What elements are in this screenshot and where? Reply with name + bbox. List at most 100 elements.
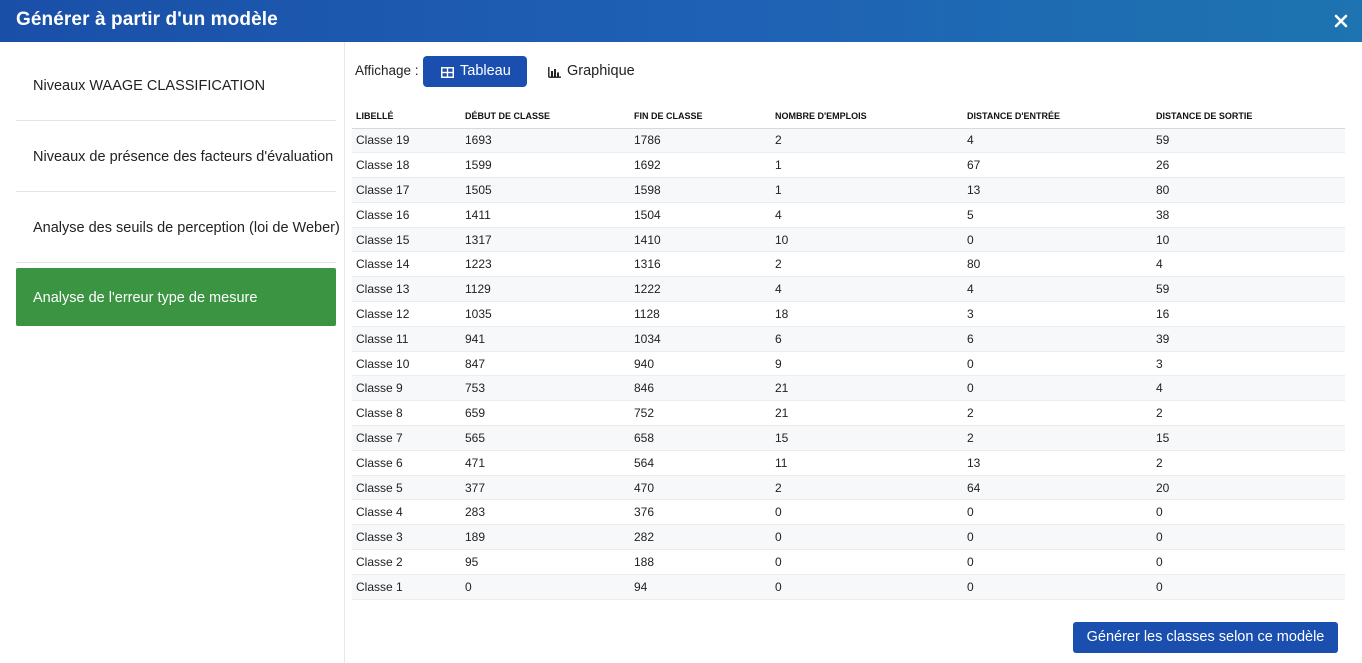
table-cell: 0 <box>963 351 1152 377</box>
table-cell: 0 <box>1152 574 1345 600</box>
table-row: Classe 19 1693 1786 2 4 59 <box>352 128 1345 154</box>
close-icon[interactable] <box>1330 10 1352 32</box>
table-cell: 471 <box>461 450 630 476</box>
table-cell: 39 <box>1152 326 1345 352</box>
table-row: Classe 5 377 470 2 64 20 <box>352 475 1345 501</box>
table-cell: 2 <box>771 251 963 278</box>
bar-chart-icon <box>548 66 561 78</box>
table-row: Classe 15 1317 1410 10 0 10 <box>352 227 1345 253</box>
table-cell: 2 <box>1152 400 1345 427</box>
table-cell: 0 <box>1152 549 1345 575</box>
table-cell: 2 <box>963 425 1152 451</box>
table-cell: 1223 <box>461 251 630 278</box>
table-cell: 2 <box>1152 450 1345 476</box>
table-icon <box>441 66 454 78</box>
table-cell: 1035 <box>461 301 630 327</box>
table-cell: 1129 <box>461 276 630 303</box>
table-cell: 15 <box>1152 425 1345 451</box>
table-cell: 1128 <box>630 301 771 327</box>
table-cell: 0 <box>963 375 1152 402</box>
tableau-label: Tableau <box>460 63 511 79</box>
table-cell: Classe 19 <box>352 128 461 154</box>
table-cell: 9 <box>771 351 963 377</box>
table-cell: 0 <box>963 227 1152 253</box>
table-cell: 13 <box>963 450 1152 476</box>
table-cell: Classe 3 <box>352 524 461 551</box>
table-cell: Classe 4 <box>352 499 461 526</box>
table-cell: 4 <box>771 276 963 303</box>
table-cell: 1 <box>771 152 963 179</box>
table-cell: 1316 <box>630 251 771 278</box>
header-debut-classe: Début de classe <box>461 104 630 129</box>
header-fin-classe: Fin de classe <box>630 104 771 129</box>
table-row: Classe 2 95 188 0 0 0 <box>352 549 1345 575</box>
sidebar-item-facteurs[interactable]: Niveaux de présence des facteurs d'évalu… <box>16 121 336 192</box>
table-cell: 1786 <box>630 128 771 154</box>
vertical-divider <box>344 42 345 663</box>
table-cell: Classe 9 <box>352 375 461 402</box>
table-row: Classe 8 659 752 21 2 2 <box>352 400 1345 427</box>
table-cell: 6 <box>771 326 963 352</box>
table-cell: 847 <box>461 351 630 377</box>
sidebar-item-label: Analyse de l'erreur type de mesure <box>33 290 258 306</box>
table-cell: 10 <box>771 227 963 253</box>
sidebar: Niveaux WAAGE CLASSIFICATION Niveaux de … <box>16 50 340 340</box>
table-cell: 189 <box>461 524 630 551</box>
table-cell: 94 <box>630 574 771 600</box>
table-cell: 67 <box>963 152 1152 179</box>
table-cell: Classe 5 <box>352 475 461 501</box>
table-cell: 1 <box>771 177 963 203</box>
tableau-button[interactable]: Tableau <box>423 56 527 87</box>
table-row: Classe 7 565 658 15 2 15 <box>352 425 1345 451</box>
table-row: Classe 3 189 282 0 0 0 <box>352 524 1345 551</box>
table-cell: 64 <box>963 475 1152 501</box>
table-cell: 1034 <box>630 326 771 352</box>
graphique-button[interactable]: Graphique <box>540 56 644 87</box>
dialog-header: Générer à partir d'un modèle <box>0 0 1362 42</box>
table-cell: 1317 <box>461 227 630 253</box>
header-libelle: Libellé <box>352 104 461 129</box>
table-cell: 0 <box>963 499 1152 526</box>
table-cell: 1599 <box>461 152 630 179</box>
table-cell: 0 <box>1152 524 1345 551</box>
table-cell: Classe 6 <box>352 450 461 476</box>
table-cell: 752 <box>630 400 771 427</box>
table-row: Classe 14 1223 1316 2 80 4 <box>352 251 1345 278</box>
sidebar-item-weber[interactable]: Analyse des seuils de perception (loi de… <box>16 192 340 263</box>
table-cell: 1505 <box>461 177 630 203</box>
sidebar-item-waage[interactable]: Niveaux WAAGE CLASSIFICATION <box>16 50 336 121</box>
table-cell: Classe 16 <box>352 202 461 228</box>
generate-classes-button[interactable]: Générer les classes selon ce modèle <box>1073 622 1338 653</box>
table-row: Classe 6 471 564 11 13 2 <box>352 450 1345 476</box>
table-cell: Classe 13 <box>352 276 461 303</box>
table-cell: 1598 <box>630 177 771 203</box>
table-cell: 377 <box>461 475 630 501</box>
table-cell: 80 <box>963 251 1152 278</box>
table-cell: 564 <box>630 450 771 476</box>
display-label: Affichage : <box>355 63 419 78</box>
table-cell: 5 <box>963 202 1152 228</box>
table-cell: 6 <box>963 326 1152 352</box>
table-cell: 21 <box>771 375 963 402</box>
table-cell: 0 <box>963 549 1152 575</box>
table-row: Classe 10 847 940 9 0 3 <box>352 351 1345 377</box>
header-distance-entree: Distance d'entrée <box>963 104 1152 129</box>
table-cell: 282 <box>630 524 771 551</box>
sidebar-item-erreur-type[interactable]: Analyse de l'erreur type de mesure <box>16 268 336 326</box>
table-cell: 4 <box>1152 251 1345 278</box>
table-cell: Classe 14 <box>352 251 461 278</box>
table-cell: 1692 <box>630 152 771 179</box>
table-cell: 20 <box>1152 475 1345 501</box>
graphique-label: Graphique <box>567 63 635 79</box>
dialog-title: Générer à partir d'un modèle <box>16 9 278 30</box>
table-cell: 38 <box>1152 202 1345 228</box>
table-cell: 940 <box>630 351 771 377</box>
table-cell: Classe 17 <box>352 177 461 203</box>
table-row: Classe 13 1129 1222 4 4 59 <box>352 276 1345 303</box>
table-cell: 1410 <box>630 227 771 253</box>
table-row: Classe 1 0 94 0 0 0 <box>352 574 1345 600</box>
table-row: Classe 11 941 1034 6 6 39 <box>352 326 1345 352</box>
table-cell: 1411 <box>461 202 630 228</box>
sidebar-item-label: Analyse des seuils de perception (loi de… <box>33 220 340 236</box>
table-cell: 283 <box>461 499 630 526</box>
